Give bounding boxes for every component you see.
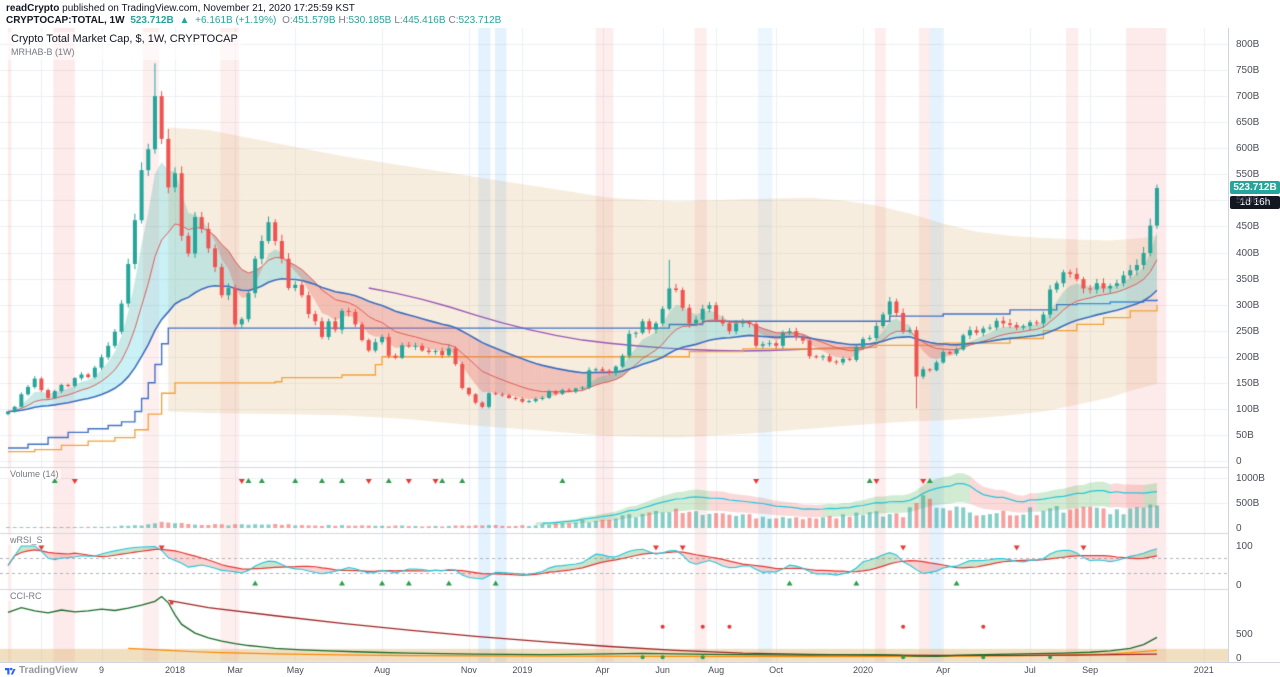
rsi-pane-label[interactable]: wRSI_S (8, 535, 45, 545)
price-axis-tick: 700B (1236, 91, 1260, 103)
time-axis-tick: 2019 (512, 665, 533, 675)
chart-canvas[interactable] (0, 28, 1228, 662)
ohlc-key: L: (394, 15, 403, 26)
legend-indicator-title[interactable]: MRHAB-B (1W) (11, 47, 75, 57)
price-axis-tick: 750B (1236, 65, 1260, 77)
volume-axis-tick: 1000B (1236, 473, 1265, 484)
price-axis-tick: 800B (1236, 39, 1260, 50)
price-axis-tick: 0 (1236, 456, 1242, 467)
price-axis-tick: 350B (1236, 273, 1260, 285)
time-axis-tick: 2018 (164, 665, 186, 675)
time-axis-tick: Oct (769, 665, 784, 675)
time-axis[interactable]: TradingView Aug 9 2018 Mar May Aug Nov 2019 Apr J… (0, 662, 1280, 677)
time-axis-tick: May (286, 665, 304, 675)
price-axis-tick: 300B (1236, 299, 1260, 311)
ohlc-value: 523.712B (458, 15, 502, 26)
time-axis-tick: 9 (99, 665, 105, 675)
volume-axis-tick: 0 (1236, 523, 1242, 534)
ohlc-key: H: (338, 15, 349, 26)
rsi-axis-tick: 0 (1236, 580, 1242, 591)
time-axis-tick: Aug (708, 665, 725, 675)
price-axis-tick: 400B (1236, 247, 1260, 259)
tradingview-logo-icon (5, 667, 16, 674)
legend-symbol-title[interactable]: Crypto Total Market Cap, $, 1W, CRYPTOCA… (11, 33, 238, 45)
cci-axis-tick: 0 (1236, 653, 1242, 664)
header: readCrypto published on TradingView.com,… (0, 0, 1280, 28)
price-axis-tick: 250B (1236, 325, 1260, 337)
ohlc-key: C: (448, 15, 459, 26)
change-arrow-icon: ▲ (179, 15, 190, 26)
publisher-name[interactable]: readCrypto (6, 3, 60, 14)
price-axis[interactable]: 523.712B 1d 16h 800B 750B 700B 650B 600B 550B… (1228, 28, 1280, 664)
time-axis-tick: Jun (655, 665, 670, 675)
ohlc-values: O:451.579B H:530.185B L:445.416B C:523.712B (282, 15, 504, 26)
rsi-axis-tick: 100 (1236, 541, 1253, 552)
price-axis-tick: 550B (1236, 169, 1260, 181)
price-axis-tick: 50B (1236, 429, 1254, 441)
time-axis-tick: Jul (1024, 665, 1036, 675)
time-axis-tick: Aug (374, 665, 391, 675)
last-price-value: 523.712B (130, 15, 174, 26)
time-axis-tick: Apr (936, 665, 951, 675)
tradingview-logo-text: TradingView (19, 665, 78, 676)
time-axis-tick: Mar (227, 665, 243, 675)
tradingview-logo[interactable]: TradingView (4, 663, 83, 677)
time-axis-tick: Nov (460, 665, 477, 675)
price-axis-tick: 200B (1236, 351, 1260, 363)
symbol-title[interactable]: CRYPTOCAP:TOTAL, 1W (6, 15, 125, 26)
time-axis-tick: Apr (595, 665, 610, 675)
ohlc-value: 530.185B (348, 15, 392, 26)
price-axis-tick: 100B (1236, 403, 1260, 415)
last-price-badge: 523.712B (1230, 181, 1280, 194)
volume-pane-label[interactable]: Volume (14) (8, 469, 61, 479)
price-axis-tick: 150B (1236, 377, 1260, 389)
ohlc-value: 451.579B (292, 15, 336, 26)
time-axis-tick: 2021 (1193, 665, 1214, 675)
ohlc-value: 445.416B (402, 15, 446, 26)
symbol-line: CRYPTOCAP:TOTAL, 1W 523.712B ▲ +6.161B (… (6, 15, 507, 26)
price-axis-tick: 500B (1236, 195, 1260, 207)
time-axis-tick: Sep (1082, 665, 1099, 675)
price-change: +6.161B (+1.19%) (195, 15, 277, 26)
chart-legend[interactable]: Crypto Total Market Cap, $, 1W, CRYPTOCA… (8, 32, 241, 60)
time-axis-tick: 2020 (853, 665, 874, 675)
price-axis-tick: 450B (1236, 221, 1260, 233)
price-axis-tick: 650B (1236, 117, 1260, 129)
ohlc-key: O: (282, 15, 293, 26)
cci-pane-label[interactable]: CCI-RC (8, 591, 44, 601)
cci-axis-tick: 500 (1236, 629, 1253, 640)
publish-line: readCrypto published on TradingView.com,… (6, 3, 355, 14)
bar-countdown-badge: 1d 16h (1230, 196, 1280, 209)
price-axis-tick: 600B (1236, 143, 1260, 155)
volume-axis-tick: 500B (1236, 498, 1260, 509)
publish-info: published on TradingView.com, November 2… (62, 3, 355, 14)
